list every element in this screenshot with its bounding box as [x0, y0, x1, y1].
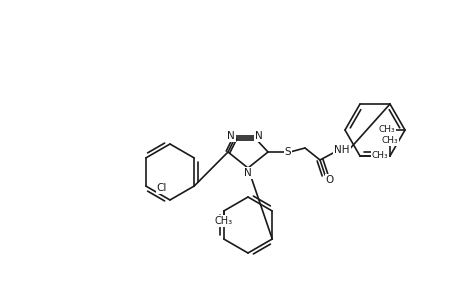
Text: S: S [284, 147, 291, 157]
Text: Cl: Cl [157, 183, 167, 193]
Text: NH: NH [334, 145, 349, 155]
Text: N: N [227, 131, 235, 141]
Text: N: N [244, 168, 252, 178]
Text: O: O [325, 175, 333, 185]
Text: CH₃: CH₃ [214, 216, 232, 226]
Text: CH₃: CH₃ [378, 125, 394, 134]
Text: N: N [255, 131, 262, 141]
Text: CH₃: CH₃ [371, 152, 387, 160]
Text: CH₃: CH₃ [381, 136, 397, 146]
